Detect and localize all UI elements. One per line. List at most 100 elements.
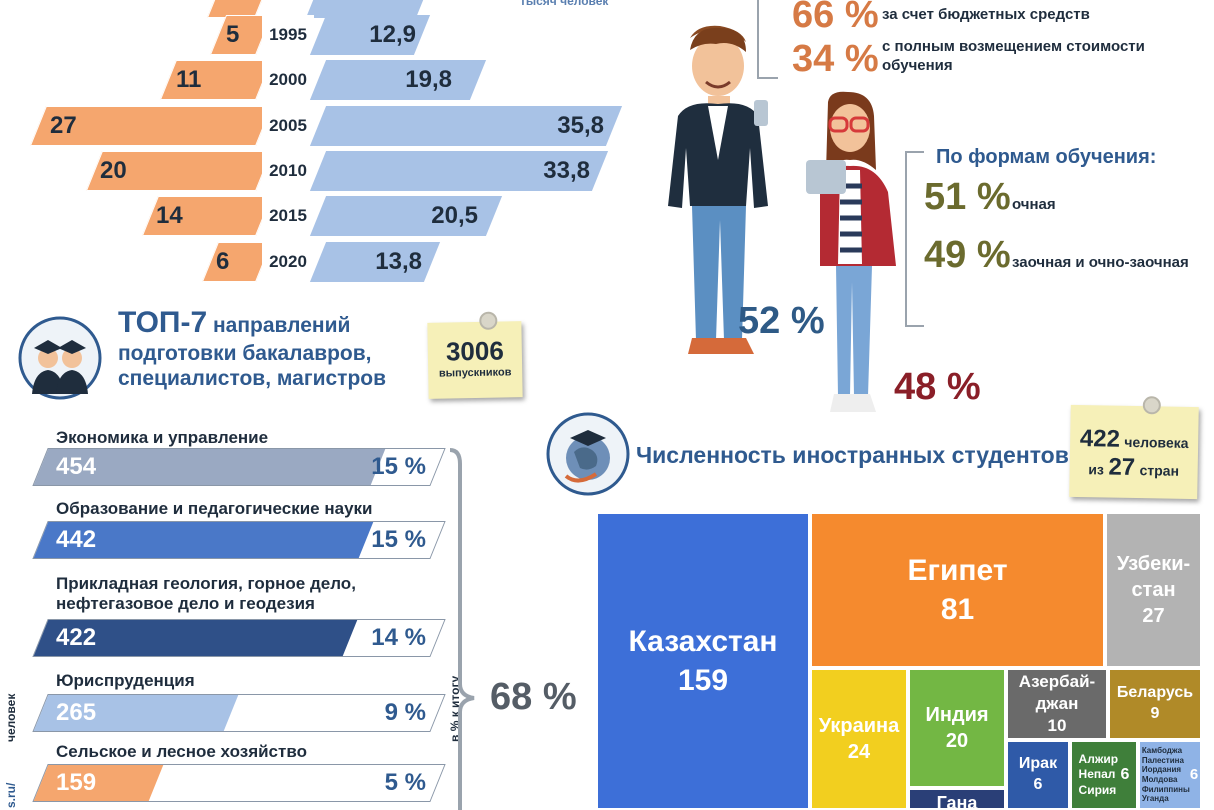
treemap-cell: Алжир Непал Сирия 6	[1070, 740, 1138, 810]
pyramid-row: 6 2020 13,8	[0, 242, 640, 282]
year-label: 2020	[262, 242, 314, 282]
graduates-number: 3006	[445, 335, 505, 367]
total-bracket	[449, 448, 475, 810]
graduates-count: 27	[50, 112, 77, 139]
graduates-count: 6	[216, 248, 230, 275]
male-percent: 52 %	[738, 300, 825, 342]
forms-title: По формам обучения:	[936, 146, 1157, 168]
direction-percent: 9 %	[384, 699, 426, 726]
country-value: 24	[847, 741, 871, 763]
total-percent: 68 %	[490, 676, 577, 718]
country-value: 6	[1120, 765, 1130, 783]
year-label: 2005	[262, 106, 314, 146]
pin-icon	[1142, 396, 1161, 415]
year-label: 2015	[262, 196, 314, 236]
direction-label: Экономика и управление	[56, 428, 269, 447]
fulltime-percent: 51 %	[924, 176, 1011, 218]
direction-percent: 15 %	[371, 526, 426, 553]
students-count: 13,8	[375, 248, 422, 275]
foreign-count-number: 422	[1079, 425, 1121, 453]
globe-icon	[546, 412, 630, 496]
country-value: 6	[1033, 776, 1043, 793]
parttime-text: заочная и очно-заочная	[1012, 254, 1189, 271]
pyramid-row: 27 2005 35,8	[0, 106, 640, 146]
pyramid-row	[0, 0, 640, 18]
axis-left-label: человек	[4, 693, 18, 742]
students-count: 35,8	[557, 112, 604, 139]
pin-icon	[479, 311, 498, 330]
budget-percent: 66 %	[792, 0, 879, 36]
treemap-cell: Украина 24	[810, 668, 908, 810]
graduates-count: 14	[156, 202, 183, 229]
country-value: 81	[940, 593, 975, 626]
direction-percent: 15 %	[371, 453, 426, 480]
country-value: 20	[945, 730, 969, 752]
budget-text: за счет бюджетных средств	[882, 6, 1090, 23]
graduates-count: 11	[176, 66, 202, 93]
country-name: Украина	[818, 715, 900, 737]
students-count: 12,9	[369, 21, 416, 48]
treemap-cell: Египет 81	[810, 512, 1105, 668]
year-label: 2010	[262, 151, 314, 191]
country-value: 9	[1150, 705, 1160, 722]
country-name: Ирак	[1018, 755, 1058, 773]
treemap-cell: Беларусь 9	[1108, 668, 1202, 740]
treemap-cell: Казахстан 159	[596, 512, 810, 810]
students-count: 19,8	[405, 66, 452, 93]
graduates-count: 5	[226, 21, 240, 48]
parttime-percent: 49 %	[924, 234, 1011, 276]
students-count: 33,8	[543, 157, 590, 184]
top7-title-rest: направлений	[207, 314, 351, 337]
direction-label: Образование и педагогические науки	[56, 499, 373, 518]
country-name: Камбоджа Палестина Иордания Молдова Фили…	[1141, 746, 1190, 804]
country-name: Индия	[925, 704, 989, 726]
direction-value: 159	[56, 769, 97, 796]
direction-percent: 14 %	[371, 624, 426, 651]
foreign-countries-number: 27	[1108, 453, 1136, 482]
year-label: 2000	[262, 60, 314, 100]
foreign-countries-word: стран	[1139, 462, 1180, 479]
top7-title-line3: специалистов, магистров	[118, 367, 387, 391]
funding-bracket	[757, 0, 778, 79]
paid-text: с полным возмещением стоимости обучения	[882, 38, 1145, 74]
top7-title-big: ТОП-7	[118, 306, 208, 339]
treemap-cell: Индия 20	[908, 668, 1006, 788]
foreign-title: Численность иностранных студентов	[636, 442, 1069, 468]
students-count: 20,5	[431, 202, 478, 229]
country-name: Египет	[907, 554, 1008, 587]
country-value: 159	[677, 664, 729, 697]
female-percent: 48 %	[894, 366, 981, 408]
year-label: 1995	[262, 15, 314, 55]
graduates-label: выпускников	[438, 366, 512, 380]
country-name: Казахстан	[628, 625, 778, 658]
foreign-count-word: человека	[1124, 433, 1189, 451]
graduates-icon	[18, 316, 102, 400]
pyramid-unit-label: тысяч человек	[520, 0, 609, 8]
treemap-cell: Ирак 6	[1006, 740, 1070, 810]
direction-label: Сельское и лесное хозяйство	[56, 742, 307, 761]
direction-value: 454	[56, 453, 97, 480]
treemap-cell: Азербай-джан 10	[1006, 668, 1108, 740]
country-name: Алжир Непал Сирия	[1078, 751, 1119, 797]
foreign-from-word: из	[1088, 461, 1105, 478]
country-name: Гана	[936, 793, 978, 810]
direction-label: Юриспруденция	[56, 671, 195, 690]
treemap-cell: Камбоджа Палестина Иордания Молдова Фили…	[1138, 740, 1202, 810]
pyramid-row: 20 2010 33,8	[0, 151, 640, 191]
pyramid-row: 5 1995 12,9	[0, 15, 640, 55]
top7-heading: ТОП-7 направлений подготовки бакалавров,…	[118, 305, 418, 391]
country-name: Беларусь	[1116, 684, 1194, 702]
male-student-icon	[668, 25, 768, 354]
graduates-note: 3006 выпускников	[427, 311, 523, 399]
treemap-cell: Узбеки-стан 27	[1105, 512, 1202, 668]
forms-bracket	[905, 151, 924, 327]
paid-percent: 34 %	[792, 38, 879, 80]
country-name: Азербай-джан	[1018, 671, 1096, 713]
direction-value: 265	[56, 699, 97, 726]
treemap-cell: Гана	[908, 788, 1006, 810]
footer-fragment: s.ru/	[4, 782, 18, 808]
female-student-icon	[806, 91, 896, 412]
direction-label: Прикладная геология, горное дело, нефтег…	[56, 574, 356, 614]
pyramid-row: 11 2000 19,8	[0, 60, 640, 100]
direction-percent: 5 %	[384, 769, 426, 796]
